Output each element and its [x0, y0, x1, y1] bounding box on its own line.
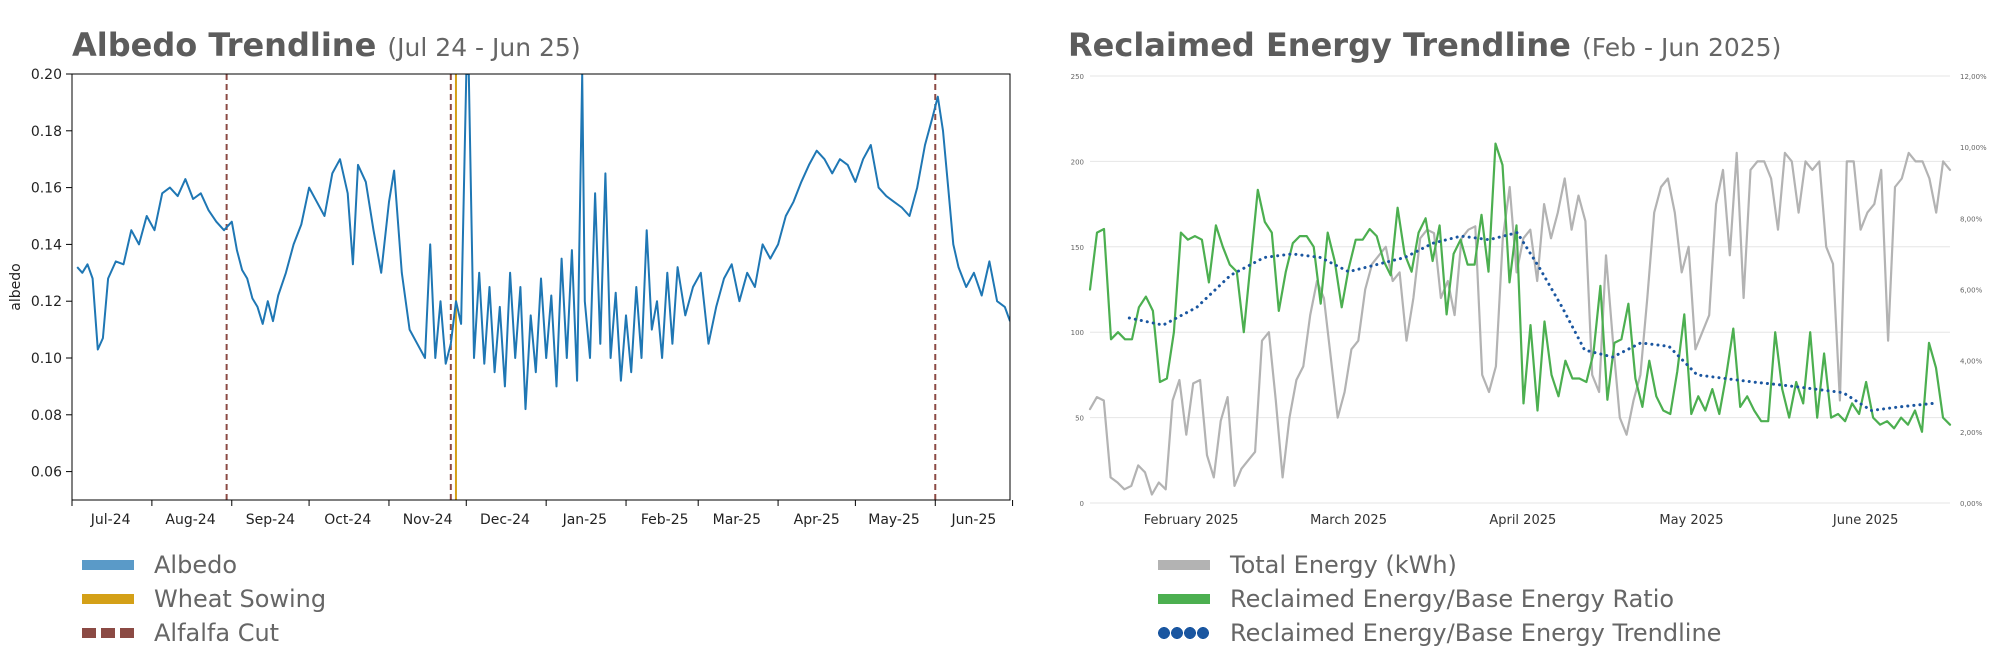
albedo-xtick-label: Jun-25: [951, 512, 997, 528]
energy-left-tick-label: 100: [1071, 329, 1084, 337]
albedo-ytick-label: 0.12: [31, 294, 62, 310]
energy-left-tick-label: 150: [1071, 244, 1084, 252]
energy-xtick-label: June 2025: [1832, 513, 1899, 528]
albedo-subtitle-text: (Jul 24 - Jun 25): [387, 33, 581, 62]
legend-label: Reclaimed Energy/Base Energy Trendline: [1230, 619, 1722, 647]
albedo-xtick-label: Mar-25: [713, 512, 761, 528]
reclaimed-ratio-line: [1088, 142, 1952, 433]
legend-swatch: [1158, 560, 1210, 570]
legend-label: Alfalfa Cut: [154, 619, 280, 647]
albedo-xtick-label: Nov-24: [403, 512, 453, 528]
energy-title-text: Reclaimed Energy Trendline: [1068, 26, 1571, 64]
albedo-xtick-label: Apr-25: [794, 512, 840, 528]
energy-right-tick-label: 12,00%: [1960, 73, 1987, 81]
energy-xtick-label: February 2025: [1144, 513, 1239, 528]
legend-label: Total Energy (kWh): [1230, 551, 1457, 579]
albedo-xtick-label: May-25: [868, 512, 920, 528]
energy-xtick-label: April 2025: [1489, 513, 1556, 528]
legend-item: Wheat Sowing: [82, 582, 326, 616]
albedo-xtick-label: Jan-25: [562, 512, 607, 528]
legend-label: Albedo: [154, 551, 238, 579]
legend-swatch: [82, 594, 134, 604]
legend-swatch: [82, 560, 134, 570]
energy-chart: 0 50 100 150 200 250 0,00% 2,00% 4,00% 6,00% 8,00%…: [1071, 73, 1987, 528]
energy-left-tick-label: 50: [1075, 415, 1084, 423]
albedo-title-text: Albedo Trendline: [72, 26, 377, 64]
energy-right-tick-label: 0,00%: [1960, 500, 1983, 508]
albedo-ytick-label: 0.08: [31, 408, 62, 424]
albedo-xtick-label: Sep-24: [246, 512, 295, 528]
albedo-xtick-label: Oct-24: [324, 512, 371, 528]
albedo-xtick-label: Dec-24: [480, 512, 530, 528]
legend-item: Reclaimed Energy/Base Energy Ratio: [1158, 582, 1721, 616]
energy-left-tick-label: 200: [1071, 158, 1084, 166]
albedo-ytick-label: 0.10: [31, 351, 62, 367]
albedo-ytick-label: 0.06: [31, 465, 62, 481]
energy-right-tick-label: 2,00%: [1960, 429, 1983, 437]
albedo-xtick-label: Feb-25: [641, 512, 689, 528]
legend-item: Albedo: [82, 548, 326, 582]
albedo-series-line: [76, 74, 1010, 411]
energy-xtick-label: March 2025: [1310, 513, 1387, 528]
energy-legend: Total Energy (kWh) Reclaimed Energy/Base …: [1158, 548, 1721, 650]
legend-swatch: [1158, 594, 1210, 604]
albedo-plot-frame: [71, 73, 1011, 501]
energy-right-tick-label: 10,00%: [1960, 144, 1987, 152]
albedo-ytick-label: 0.16: [31, 181, 62, 197]
energy-right-tick-label: 6,00%: [1960, 287, 1983, 295]
legend-swatch: [1158, 627, 1210, 639]
albedo-chart: 0.06 0.08 0.10 0.12 0.14 0.16 0.18 0.20 Jul-24 Au…: [8, 67, 1014, 528]
energy-left-tick-label: 250: [1071, 73, 1084, 81]
total-energy-line: [1088, 151, 1952, 496]
albedo-xtick-label: Jul-24: [90, 512, 131, 528]
albedo-chart-title: Albedo Trendline (Jul 24 - Jun 25): [72, 26, 581, 64]
albedo-legend: Albedo Wheat Sowing Alfalfa Cut: [82, 548, 326, 650]
energy-left-tick-label: 0: [1080, 500, 1084, 508]
energy-xtick-label: May 2025: [1659, 513, 1723, 528]
legend-label: Reclaimed Energy/Base Energy Ratio: [1230, 585, 1675, 613]
albedo-ytick-label: 0.20: [31, 67, 62, 83]
energy-chart-title: Reclaimed Energy Trendline (Feb - Jun 20…: [1068, 26, 1781, 64]
albedo-xtick-label: Aug-24: [165, 512, 215, 528]
energy-subtitle-text: (Feb - Jun 2025): [1582, 33, 1782, 62]
albedo-ytick-label: 0.18: [31, 124, 62, 140]
legend-label: Wheat Sowing: [154, 585, 327, 613]
albedo-ytick-label: 0.14: [31, 237, 62, 253]
legend-item: Total Energy (kWh): [1158, 548, 1721, 582]
energy-right-tick-label: 4,00%: [1960, 358, 1983, 366]
legend-swatch: [82, 628, 134, 638]
legend-item: Alfalfa Cut: [82, 616, 326, 650]
reclaimed-trendline: [1127, 231, 1935, 412]
legend-item: Reclaimed Energy/Base Energy Trendline: [1158, 616, 1721, 650]
energy-right-tick-label: 8,00%: [1960, 215, 1983, 223]
albedo-y-axis-label: albedo: [8, 263, 24, 310]
